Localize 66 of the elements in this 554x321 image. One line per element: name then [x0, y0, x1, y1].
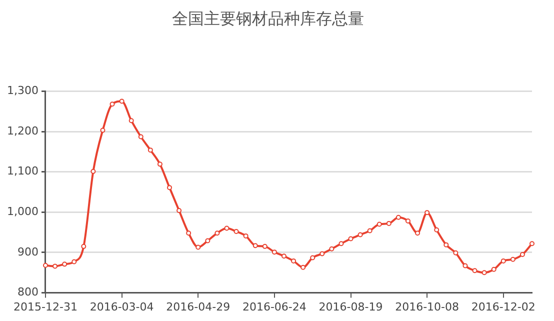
- point: [90, 168, 96, 174]
- point: [434, 227, 440, 232]
- point: [252, 243, 258, 248]
- y-tick-label: 1,100: [6, 164, 38, 178]
- point: [281, 254, 286, 259]
- point: [424, 210, 430, 216]
- y-tick-label: 1,000: [6, 205, 38, 218]
- point: [100, 128, 106, 133]
- point: [510, 256, 516, 262]
- point: [415, 230, 420, 236]
- x-tick-label: 2016-08-19: [318, 300, 383, 314]
- point: [176, 208, 182, 214]
- point: [224, 226, 230, 231]
- point: [462, 263, 468, 268]
- point: [214, 230, 220, 236]
- point: [358, 232, 363, 238]
- y-tick-label: 1,200: [6, 124, 38, 138]
- point: [52, 264, 58, 269]
- point: [310, 255, 316, 260]
- point: [272, 250, 277, 255]
- point: [138, 134, 144, 140]
- point: [500, 258, 506, 264]
- point: [386, 220, 392, 226]
- point: [396, 214, 401, 220]
- point: [472, 268, 478, 274]
- point: [320, 251, 325, 256]
- point: [205, 238, 210, 244]
- chart-title: 全国主要钢材品种库存总量: [172, 8, 364, 28]
- point: [42, 262, 48, 268]
- y-tick-label: 900: [17, 245, 38, 258]
- point: [148, 148, 153, 153]
- point: [291, 258, 296, 264]
- y-tick-label: 800: [17, 286, 38, 299]
- point: [167, 185, 172, 190]
- point: [262, 244, 268, 249]
- point: [376, 222, 382, 227]
- point: [157, 162, 162, 167]
- point: [405, 218, 410, 224]
- point: [196, 244, 201, 250]
- x-tick-label: 2016-04-29: [166, 300, 230, 314]
- x-tick-label: 2016-10-08: [395, 300, 460, 314]
- y-tick-label: 1,300: [6, 84, 38, 98]
- point: [348, 236, 354, 242]
- point: [62, 262, 68, 267]
- point: [110, 102, 115, 107]
- point: [234, 229, 239, 234]
- point: [482, 270, 487, 276]
- point: [119, 98, 124, 104]
- point: [453, 250, 458, 256]
- point: [72, 259, 77, 264]
- x-tick-label: 2016-03-04: [90, 300, 154, 314]
- point: [128, 118, 134, 124]
- x-tick-label: 2015-12-31: [14, 300, 78, 314]
- point: [491, 266, 496, 272]
- x-tick-label: 2016-06-24: [242, 300, 306, 314]
- point: [300, 264, 306, 270]
- x-tick-label: 2016-12-02: [471, 300, 536, 314]
- point: [444, 242, 449, 248]
- point: [243, 233, 248, 238]
- point: [530, 241, 534, 246]
- point: [81, 244, 86, 249]
- point: [367, 228, 372, 234]
- point: [520, 252, 525, 257]
- point: [186, 230, 192, 236]
- point: [338, 241, 344, 246]
- point: [329, 246, 334, 252]
